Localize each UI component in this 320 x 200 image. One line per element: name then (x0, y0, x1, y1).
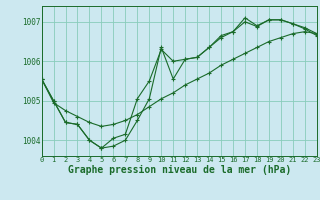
X-axis label: Graphe pression niveau de la mer (hPa): Graphe pression niveau de la mer (hPa) (68, 165, 291, 175)
